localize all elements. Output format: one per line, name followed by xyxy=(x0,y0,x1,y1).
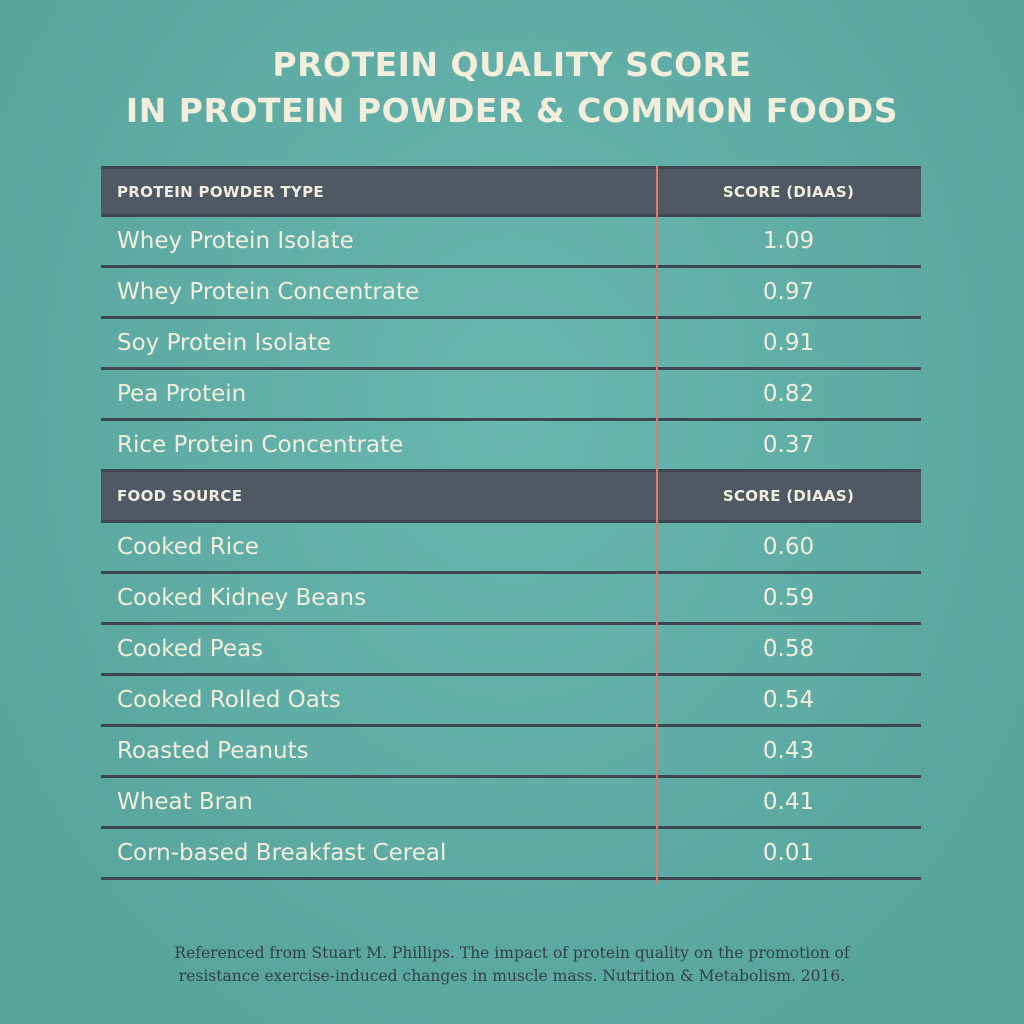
row-name: Cooked Rice xyxy=(117,534,259,560)
row-name: Pea Protein xyxy=(117,381,247,407)
header-name: PROTEIN POWDER TYPE xyxy=(117,182,324,201)
header-name: FOOD SOURCE xyxy=(117,487,243,505)
table-row: Whey Protein Concentrate 0.97 xyxy=(101,268,921,319)
row-name: Soy Protein Isolate xyxy=(117,330,332,356)
table-row: Cooked Rolled Oats 0.54 xyxy=(101,676,921,727)
row-score: 0.58 xyxy=(762,636,815,662)
row-name: Corn-based Breakfast Cereal xyxy=(117,840,447,866)
citation-line-2: resistance exercise-induced changes in m… xyxy=(178,967,846,985)
row-score: 0.01 xyxy=(762,840,815,866)
row-name: Wheat Bran xyxy=(117,789,253,815)
table-row: Pea Protein 0.82 xyxy=(101,370,921,421)
row-name: Cooked Peas xyxy=(117,636,264,662)
title-line-2: IN PROTEIN POWDER & COMMON FOODS xyxy=(125,91,899,130)
header-score: SCORE (DIAAS) xyxy=(722,487,855,505)
row-score: 0.60 xyxy=(762,534,815,560)
row-name: Cooked Rolled Oats xyxy=(117,687,341,713)
title-line-1: PROTEIN QUALITY SCORE xyxy=(272,45,752,84)
row-score: 0.59 xyxy=(762,585,815,611)
table-row: Rice Protein Concentrate 0.37 xyxy=(101,421,921,472)
table-row: Whey Protein Isolate 1.09 xyxy=(101,217,921,268)
row-name: Whey Protein Concentrate xyxy=(117,279,420,305)
table-header-food-source: FOOD SOURCE SCORE (DIAAS) xyxy=(101,472,921,523)
table-row: Cooked Rice 0.60 xyxy=(101,523,921,574)
row-name: Rice Protein Concentrate xyxy=(117,432,404,458)
header-score: SCORE (DIAAS) xyxy=(722,182,855,201)
column-divider xyxy=(656,166,658,884)
table-row: Soy Protein Isolate 0.91 xyxy=(101,319,921,370)
table-header-protein-powder: PROTEIN POWDER TYPE SCORE (DIAAS) xyxy=(101,166,921,217)
protein-score-table: PROTEIN POWDER TYPE SCORE (DIAAS) Whey P… xyxy=(101,166,921,884)
table-row: Cooked Peas 0.58 xyxy=(101,625,921,676)
table-row: Roasted Peanuts 0.43 xyxy=(101,727,921,778)
row-score: 0.97 xyxy=(762,279,815,305)
table-row: Wheat Bran 0.41 xyxy=(101,778,921,829)
row-score: 0.91 xyxy=(762,330,815,356)
page-title: PROTEIN QUALITY SCORE IN PROTEIN POWDER … xyxy=(0,42,1024,134)
row-name: Whey Protein Isolate xyxy=(117,228,354,254)
table-row: Cooked Kidney Beans 0.59 xyxy=(101,574,921,625)
table-row: Corn-based Breakfast Cereal 0.01 xyxy=(101,829,921,880)
citation-line-1: Referenced from Stuart M. Phillips. The … xyxy=(174,944,850,962)
row-name: Roasted Peanuts xyxy=(117,738,309,764)
row-score: 0.37 xyxy=(762,432,815,458)
row-score: 0.43 xyxy=(762,738,815,764)
citation: Referenced from Stuart M. Phillips. The … xyxy=(0,942,1024,988)
row-score: 1.09 xyxy=(762,228,815,254)
row-name: Cooked Kidney Beans xyxy=(117,585,367,611)
row-score: 0.41 xyxy=(762,789,815,815)
row-score: 0.82 xyxy=(762,381,815,407)
row-score: 0.54 xyxy=(762,687,815,713)
